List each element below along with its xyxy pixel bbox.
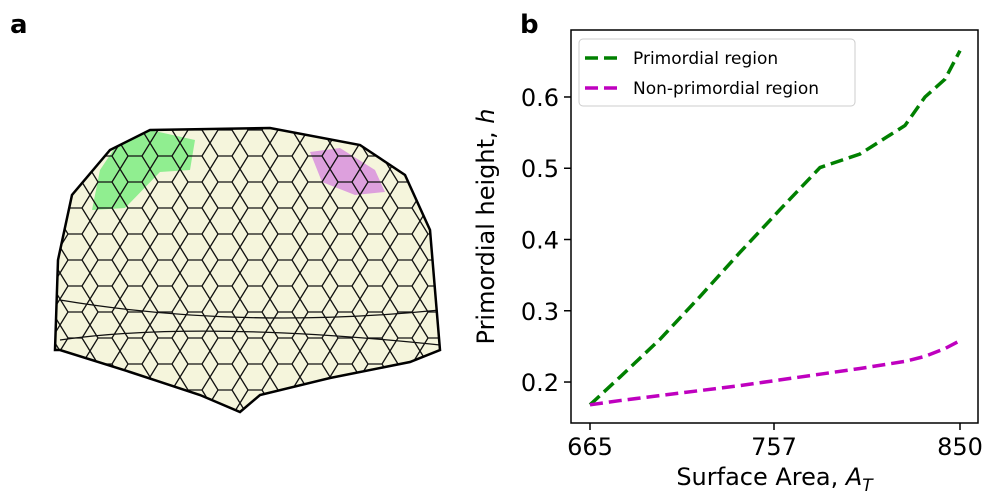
y-tick-label: 0.6 [521,84,559,112]
y-tick-label: 0.4 [521,227,559,255]
mesh-illustration [53,126,442,414]
x-axis-label-text: Surface Area, [676,463,846,491]
x-tick-label: 850 [937,433,983,461]
legend-label: Non-primordial region [633,79,819,99]
x-axis-label-symbol: A [844,463,862,491]
y-axis-label: Primordial height, h [472,109,500,345]
axes-frame [570,29,979,424]
line-series [589,339,961,407]
legend: Primordial region Non-primordial region [578,38,856,107]
plot-area: 0.2 0.3 0.4 0.5 0.6 665 757 850 Primordial regio… [472,29,983,496]
legend-label: Primordial region [633,49,778,69]
panel-label: a [10,10,28,40]
x-tick-label: 665 [567,433,613,461]
y-axis-label-text: Primordial height, [472,124,500,345]
y-tick-label: 0.3 [521,298,559,326]
y-axis-label-symbol: h [472,109,500,124]
line-series [588,49,962,407]
legend-frame [578,38,856,107]
y-tick-label: 0.5 [521,155,559,183]
x-axis-label: Surface Area, AT [676,463,874,494]
panel-label: b [520,10,539,40]
y-tick-label: 0.2 [521,369,559,397]
x-axis-label-subscript: T [862,476,874,494]
x-tick-label: 757 [751,433,797,461]
